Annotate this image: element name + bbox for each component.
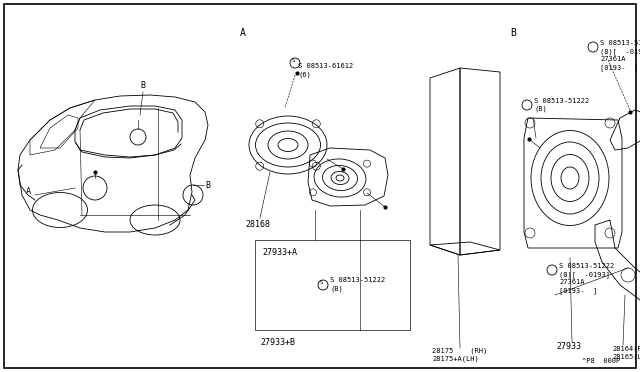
Text: 27933+B: 27933+B <box>260 338 296 347</box>
Text: (B): (B) <box>330 285 343 292</box>
Text: 27933+A: 27933+A <box>262 248 297 257</box>
Text: (8)[  -0193]: (8)[ -0193] <box>559 271 610 278</box>
Text: A: A <box>240 28 246 38</box>
Text: S 08513-61612: S 08513-61612 <box>298 63 353 69</box>
Text: (B): (B) <box>534 106 547 112</box>
Text: B: B <box>510 28 516 38</box>
Text: 28165(LH): 28165(LH) <box>612 353 640 359</box>
Text: [0193-  ]: [0193- ] <box>559 287 597 294</box>
Text: (6): (6) <box>298 72 311 78</box>
Text: S 08513-51222: S 08513-51222 <box>600 40 640 46</box>
Text: 27933: 27933 <box>556 342 581 351</box>
Text: S: S <box>291 58 294 62</box>
Text: 28175+A(LH): 28175+A(LH) <box>432 356 479 362</box>
Text: S: S <box>319 279 323 285</box>
Bar <box>255 240 410 330</box>
Text: [0193-  ]: [0193- ] <box>600 64 638 71</box>
Text: S 08513-51222: S 08513-51222 <box>559 263 614 269</box>
Text: 27361A: 27361A <box>559 279 584 285</box>
Text: 28168: 28168 <box>245 220 270 229</box>
Text: S 08513-51222: S 08513-51222 <box>534 98 589 104</box>
Text: B: B <box>205 180 211 189</box>
Text: 28175    (RH): 28175 (RH) <box>432 348 487 355</box>
Text: 27361A: 27361A <box>600 56 625 62</box>
Text: S 08513-51222: S 08513-51222 <box>330 277 385 283</box>
Text: ^P8  000P: ^P8 000P <box>582 358 620 364</box>
Text: A: A <box>26 187 31 196</box>
Text: 28164(RH): 28164(RH) <box>612 345 640 352</box>
Text: (8)[  -0193]: (8)[ -0193] <box>600 48 640 55</box>
Text: B: B <box>141 80 145 90</box>
